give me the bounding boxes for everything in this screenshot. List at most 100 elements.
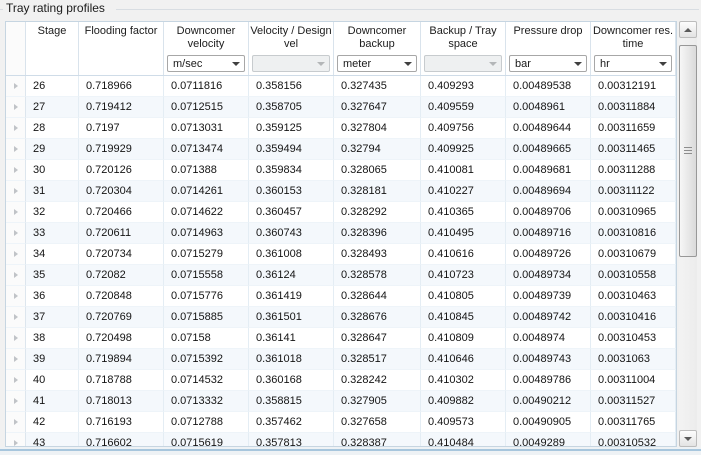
cell-downcomer_res_time[interactable]: 0.00310463 — [591, 286, 676, 307]
column-header-downcomer_res_time[interactable]: Downcomer res. time hr — [591, 22, 676, 75]
cell-velocity_design_vel[interactable]: 0.361018 — [249, 349, 334, 370]
cell-pressure_drop[interactable]: 0.00489716 — [506, 223, 591, 244]
scrollbar-thumb[interactable] — [679, 45, 697, 257]
cell-pressure_drop[interactable]: 0.00490212 — [506, 391, 591, 412]
cell-flooding_factor[interactable]: 0.716193 — [79, 412, 164, 433]
cell-downcomer_res_time[interactable]: 0.00311765 — [591, 412, 676, 433]
cell-downcomer_res_time[interactable]: 0.00310558 — [591, 265, 676, 286]
row-marker[interactable] — [6, 76, 26, 97]
cell-downcomer_velocity[interactable]: 0.0715558 — [164, 265, 249, 286]
cell-downcomer_velocity[interactable]: 0.0713474 — [164, 139, 249, 160]
cell-velocity_design_vel[interactable]: 0.361419 — [249, 286, 334, 307]
cell-backup_tray_space[interactable]: 0.409573 — [421, 412, 506, 433]
cell-backup_tray_space[interactable]: 0.410484 — [421, 433, 506, 446]
cell-downcomer_backup[interactable]: 0.328676 — [334, 307, 421, 328]
cell-downcomer_res_time[interactable]: 0.00310532 — [591, 433, 676, 446]
cell-flooding_factor[interactable]: 0.718013 — [79, 391, 164, 412]
cell-downcomer_velocity[interactable]: 0.0714532 — [164, 370, 249, 391]
cell-downcomer_backup[interactable]: 0.328065 — [334, 160, 421, 181]
cell-stage[interactable]: 43 — [26, 433, 79, 446]
cell-backup_tray_space[interactable]: 0.409882 — [421, 391, 506, 412]
column-header-downcomer_velocity[interactable]: Downcomer velocity m/sec — [164, 22, 249, 75]
cell-stage[interactable]: 27 — [26, 97, 79, 118]
cell-velocity_design_vel[interactable]: 0.359494 — [249, 139, 334, 160]
cell-pressure_drop[interactable]: 0.00489734 — [506, 265, 591, 286]
cell-stage[interactable]: 40 — [26, 370, 79, 391]
cell-downcomer_backup[interactable]: 0.32794 — [334, 139, 421, 160]
cell-stage[interactable]: 37 — [26, 307, 79, 328]
cell-stage[interactable]: 35 — [26, 265, 79, 286]
row-marker[interactable] — [6, 160, 26, 181]
cell-stage[interactable]: 28 — [26, 118, 79, 139]
cell-flooding_factor[interactable]: 0.719412 — [79, 97, 164, 118]
cell-backup_tray_space[interactable]: 0.409293 — [421, 76, 506, 97]
cell-backup_tray_space[interactable]: 0.410845 — [421, 307, 506, 328]
row-marker[interactable] — [6, 181, 26, 202]
cell-downcomer_res_time[interactable]: 0.00310679 — [591, 244, 676, 265]
cell-backup_tray_space[interactable]: 0.410646 — [421, 349, 506, 370]
vertical-scrollbar[interactable] — [679, 21, 697, 447]
row-marker[interactable] — [6, 391, 26, 412]
cell-downcomer_res_time[interactable]: 0.00310416 — [591, 307, 676, 328]
cell-stage[interactable]: 33 — [26, 223, 79, 244]
cell-velocity_design_vel[interactable]: 0.357813 — [249, 433, 334, 446]
cell-velocity_design_vel[interactable]: 0.358705 — [249, 97, 334, 118]
cell-downcomer_velocity[interactable]: 0.0714261 — [164, 181, 249, 202]
row-marker[interactable] — [6, 370, 26, 391]
cell-backup_tray_space[interactable]: 0.410495 — [421, 223, 506, 244]
cell-downcomer_velocity[interactable]: 0.0715885 — [164, 307, 249, 328]
cell-pressure_drop[interactable]: 0.00489681 — [506, 160, 591, 181]
unit-dropdown-downcomer_velocity[interactable]: m/sec — [167, 55, 245, 72]
cell-downcomer_velocity[interactable]: 0.07158 — [164, 328, 249, 349]
unit-dropdown-downcomer_backup[interactable]: meter — [337, 55, 417, 72]
cell-pressure_drop[interactable]: 0.00489665 — [506, 139, 591, 160]
cell-downcomer_res_time[interactable]: 0.0031063 — [591, 349, 676, 370]
cell-downcomer_backup[interactable]: 0.327647 — [334, 97, 421, 118]
cell-downcomer_backup[interactable]: 0.328647 — [334, 328, 421, 349]
cell-downcomer_velocity[interactable]: 0.0715776 — [164, 286, 249, 307]
cell-velocity_design_vel[interactable]: 0.359834 — [249, 160, 334, 181]
cell-backup_tray_space[interactable]: 0.409559 — [421, 97, 506, 118]
cell-flooding_factor[interactable]: 0.720769 — [79, 307, 164, 328]
cell-downcomer_velocity[interactable]: 0.0714622 — [164, 202, 249, 223]
cell-downcomer_backup[interactable]: 0.328493 — [334, 244, 421, 265]
row-marker[interactable] — [6, 433, 26, 446]
cell-downcomer_res_time[interactable]: 0.00311122 — [591, 181, 676, 202]
scroll-down-button[interactable] — [679, 430, 697, 447]
cell-backup_tray_space[interactable]: 0.409925 — [421, 139, 506, 160]
cell-velocity_design_vel[interactable]: 0.360743 — [249, 223, 334, 244]
cell-downcomer_backup[interactable]: 0.328578 — [334, 265, 421, 286]
cell-flooding_factor[interactable]: 0.720734 — [79, 244, 164, 265]
cell-downcomer_res_time[interactable]: 0.00310816 — [591, 223, 676, 244]
cell-backup_tray_space[interactable]: 0.410081 — [421, 160, 506, 181]
row-marker[interactable] — [6, 244, 26, 265]
cell-backup_tray_space[interactable]: 0.410302 — [421, 370, 506, 391]
cell-backup_tray_space[interactable]: 0.410805 — [421, 286, 506, 307]
cell-flooding_factor[interactable]: 0.720498 — [79, 328, 164, 349]
cell-downcomer_res_time[interactable]: 0.00310965 — [591, 202, 676, 223]
cell-velocity_design_vel[interactable]: 0.36124 — [249, 265, 334, 286]
cell-downcomer_backup[interactable]: 0.327905 — [334, 391, 421, 412]
cell-flooding_factor[interactable]: 0.720848 — [79, 286, 164, 307]
cell-pressure_drop[interactable]: 0.00489644 — [506, 118, 591, 139]
cell-pressure_drop[interactable]: 0.00489538 — [506, 76, 591, 97]
cell-velocity_design_vel[interactable]: 0.360168 — [249, 370, 334, 391]
cell-pressure_drop[interactable]: 0.00489706 — [506, 202, 591, 223]
row-marker[interactable] — [6, 265, 26, 286]
row-marker[interactable] — [6, 139, 26, 160]
cell-downcomer_backup[interactable]: 0.328517 — [334, 349, 421, 370]
cell-downcomer_res_time[interactable]: 0.00311527 — [591, 391, 676, 412]
cell-pressure_drop[interactable]: 0.00489739 — [506, 286, 591, 307]
cell-flooding_factor[interactable]: 0.720304 — [79, 181, 164, 202]
cell-backup_tray_space[interactable]: 0.410227 — [421, 181, 506, 202]
cell-pressure_drop[interactable]: 0.00489726 — [506, 244, 591, 265]
cell-velocity_design_vel[interactable]: 0.360153 — [249, 181, 334, 202]
cell-velocity_design_vel[interactable]: 0.357462 — [249, 412, 334, 433]
cell-pressure_drop[interactable]: 0.0048974 — [506, 328, 591, 349]
cell-stage[interactable]: 30 — [26, 160, 79, 181]
row-marker[interactable] — [6, 328, 26, 349]
row-marker[interactable] — [6, 349, 26, 370]
cell-backup_tray_space[interactable]: 0.410809 — [421, 328, 506, 349]
cell-flooding_factor[interactable]: 0.720466 — [79, 202, 164, 223]
cell-flooding_factor[interactable]: 0.719929 — [79, 139, 164, 160]
